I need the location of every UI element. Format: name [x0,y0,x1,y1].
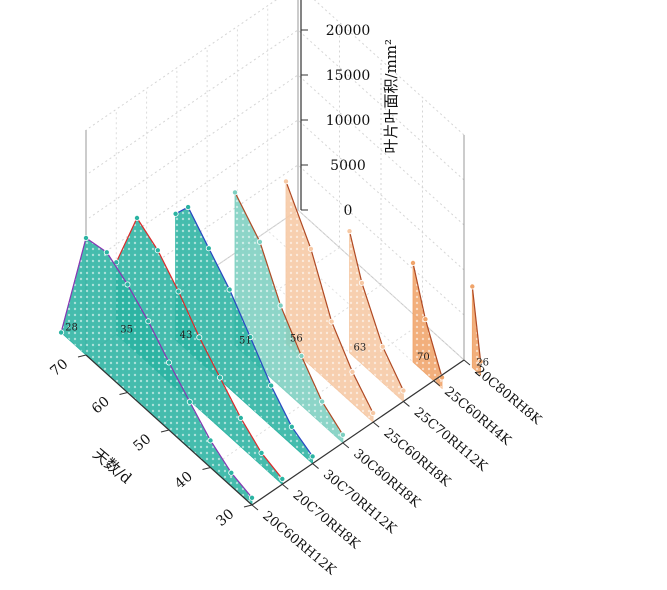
category-tick [463,359,471,366]
x-tick [202,467,211,470]
ribbons [60,181,482,506]
data-point [358,279,365,286]
ribbon-texture-25C60RH4K [413,263,442,389]
data-point [207,437,214,444]
z-axis-title: 叶片叶面积/mm² [382,39,400,154]
series-line-30C70RH12K [175,206,314,457]
x-axis-title: 天数/d [89,445,135,488]
data-point [145,318,152,325]
data-point [477,358,484,365]
data-point [309,453,316,460]
data-point [83,234,90,241]
data-point [349,368,356,375]
x-tick-label: 30 [213,506,237,530]
z-tick-label: 5000 [330,158,366,174]
category-tick [342,442,350,449]
end-day-label: 26 [476,358,489,369]
data-point [165,359,172,366]
end-day-label: 56 [290,333,303,344]
series-line-20C80RH8K [471,286,482,362]
grid-line [85,0,465,136]
end-day-label: 51 [239,335,252,346]
data-point [409,259,416,266]
data-point [237,414,244,421]
data-point [58,329,65,336]
ribbon-texture-20C70RH8K [116,218,283,485]
data-point [196,334,203,341]
category-tick [403,401,410,407]
data-point [277,302,284,309]
data-point [133,214,140,221]
data-point [258,449,265,456]
data-point [103,249,110,256]
grid-line [85,29,465,181]
data-point [124,281,131,288]
ribbon-texture-25C70RH12K [349,231,404,402]
x-tick [119,392,128,395]
data-point [339,431,346,438]
data-point [307,245,314,252]
x-tick [243,504,253,508]
data-point [256,238,263,245]
ribbon-texture-30C80RH8K [235,192,343,443]
data-point [422,316,429,323]
z-tick-label: 10000 [326,113,371,129]
data-point [400,387,407,394]
data-point [379,343,386,350]
data-point [279,475,286,482]
data-point [298,352,305,359]
category-tick [281,483,289,490]
z-tick-label: 0 [344,203,353,219]
ribbon-texture-20C60RH12K [61,238,252,505]
data-point [154,247,161,254]
data-point [469,283,476,290]
data-point [172,210,179,217]
category-axis-line [251,359,465,506]
data-point [216,374,223,381]
end-day-label: 35 [120,324,133,335]
data-point [228,469,235,476]
data-point [247,334,254,341]
series-line-25C70RH12K [348,231,404,391]
data-point [226,286,233,293]
data-point [268,382,275,389]
z-tick-label: 15000 [326,68,371,84]
series-line-30C80RH8K [234,192,344,436]
data-point [186,398,193,405]
x-tick [160,429,170,433]
category-tick [312,463,319,469]
series-line-20C60RH12K [60,237,253,499]
end-day-label: 28 [65,323,78,334]
z-tick-label: 20000 [326,23,371,39]
x-tick [77,354,87,358]
end-day-label: 43 [180,330,193,341]
data-point [205,245,212,252]
grid-line [85,74,465,226]
data-point [282,178,289,185]
x-tick-label: 50 [130,431,154,455]
grid-line [297,209,465,361]
category-tick [372,421,380,428]
x-tick-label: 60 [89,394,113,418]
end-day-label: 70 [417,352,430,363]
data-point [185,204,192,211]
category-tick [251,504,259,511]
data-point [248,494,255,501]
data-point [370,410,377,417]
x-tick-label: 70 [47,356,71,380]
ribbon-texture-30C70RH12K [175,207,313,464]
x-tick-label: 40 [172,469,196,493]
data-point [288,423,295,430]
data-point [319,398,326,405]
series-lines [58,178,484,501]
data-point [231,189,238,196]
data-point [175,288,182,295]
data-point [328,318,335,325]
data-point [346,228,353,235]
category-tick [433,380,441,387]
end-day-label: 63 [354,343,367,354]
